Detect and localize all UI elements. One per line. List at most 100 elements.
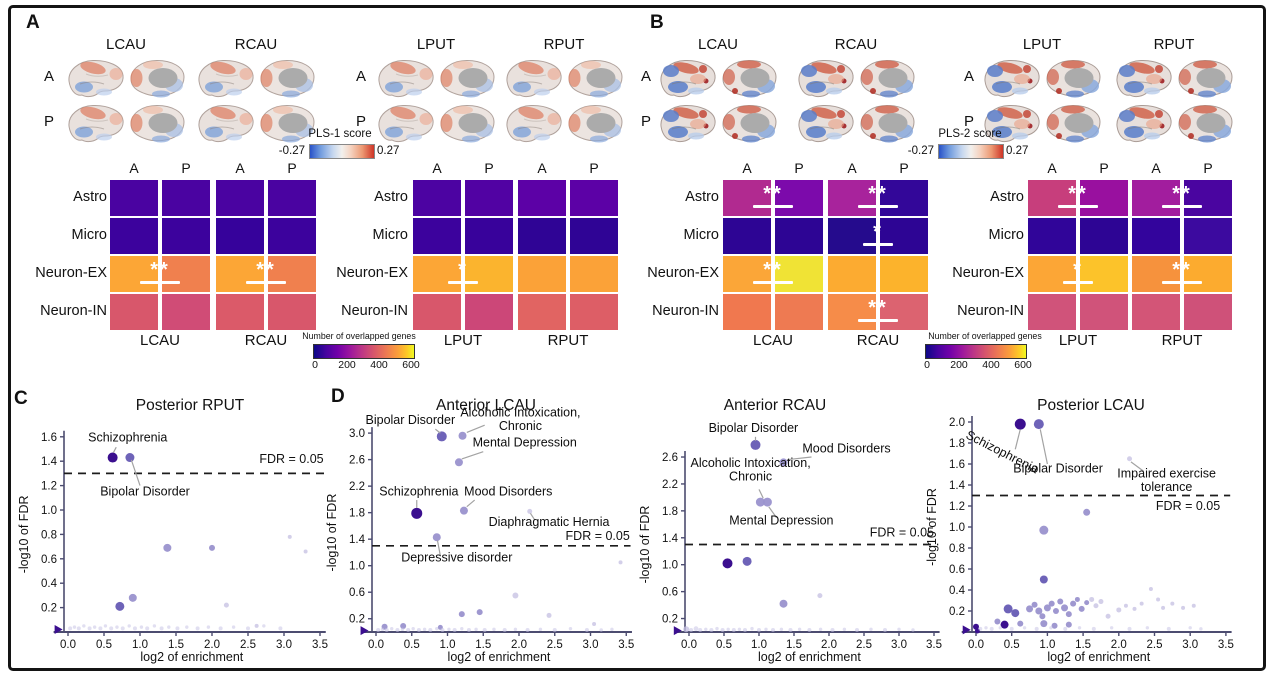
brain-medial-view: [257, 102, 318, 145]
scatter-point: [546, 612, 552, 618]
x-tick-label: 1.5: [168, 639, 184, 651]
scatter-point: [175, 626, 180, 631]
significance-underline: [753, 205, 793, 208]
scatter-point: [1083, 508, 1091, 516]
heatmap-cell: [828, 180, 876, 216]
scatter-point: [68, 626, 73, 631]
scatter-point: [103, 624, 108, 628]
significance-marker: *: [1073, 259, 1083, 281]
brain-row-label: P: [44, 113, 55, 130]
scatter-point: [390, 626, 394, 631]
heatmap-row-label: Neuron-EX: [336, 265, 408, 281]
scatter-point: [743, 627, 747, 632]
pls-colorbar-max: 0.27: [1006, 145, 1029, 157]
heatmap-cell: [465, 294, 513, 330]
brain-lateral-view: [504, 57, 565, 100]
brain-medial-view: [127, 102, 188, 145]
scatter-anterior-lcau: Anterior LCAU 0.0 0.5 1.0 1.5 2.0 2.5 3.0 3.5 0.2…: [325, 397, 634, 664]
scatter-point: [209, 544, 215, 551]
heatmap-cell: [413, 180, 461, 216]
scatter-point: [722, 558, 733, 569]
heatmap-col-header: A: [1047, 160, 1057, 176]
heatmap-cell: [162, 218, 210, 254]
scatter-point: [411, 626, 415, 631]
scatter-point: [1145, 626, 1150, 630]
x-tick-label: 1.5: [1075, 639, 1091, 651]
heatmap-row-label: Neuron-IN: [957, 303, 1024, 319]
scatter-point: [779, 458, 788, 467]
annotation-leader-line: [436, 540, 441, 556]
heatmap-col-header: P: [794, 160, 804, 176]
scatter-point: [1048, 600, 1055, 607]
scatter-point: [128, 593, 137, 602]
scatter-point: [460, 626, 464, 631]
brain-row-label: A: [356, 68, 367, 85]
scatter-point: [726, 627, 730, 632]
scatter-point: [817, 593, 823, 599]
figure-border: [8, 5, 1266, 671]
scatter-point: [1156, 597, 1161, 602]
scatter-point: [897, 627, 901, 632]
heatmap-col-header: P: [287, 160, 297, 176]
x-tick-label: 1.5: [475, 639, 491, 651]
heatmap-cell: [110, 294, 158, 330]
x-tick-label: 3.5: [618, 639, 634, 651]
scatter-point: [1031, 601, 1038, 608]
x-tick-label: 3.5: [312, 639, 328, 651]
annotation-leader-line: [434, 428, 441, 434]
heatmap-cell: [518, 180, 566, 216]
scatter-point: [458, 431, 467, 440]
scatter-point: [400, 627, 405, 632]
scatter-point: [683, 626, 690, 633]
scatter-point: [400, 623, 407, 630]
brain-region-title: RPUT: [543, 36, 585, 53]
y-tick-label: 1.0: [949, 522, 965, 534]
heatmap-region-label: RPUT: [1161, 332, 1203, 349]
y-tick-label: 1.4: [949, 480, 966, 492]
scatter-point: [1070, 600, 1077, 607]
scatter-point: [552, 628, 557, 633]
heatmap-cell: [110, 180, 158, 216]
scatter-point: [145, 626, 150, 631]
scatter-point: [584, 628, 589, 633]
heatmap-cell: [110, 256, 158, 292]
x-tick-label: 2.0: [204, 639, 220, 651]
x-tick-label: 3.5: [926, 639, 942, 651]
heatmap-cell: [162, 256, 210, 292]
scatter-point: [842, 627, 847, 632]
heatmap-region-label: LPUT: [443, 332, 483, 349]
heatmap-row-label: Neuron-IN: [341, 303, 408, 319]
scatter-point: [92, 625, 97, 629]
scatter-point: [1161, 605, 1166, 610]
genes-legend-tick: 200: [950, 359, 968, 371]
scatter-point: [1022, 626, 1027, 630]
scatter-point: [1199, 627, 1203, 631]
heatmap-cell: [570, 218, 618, 254]
scatter-point: [764, 627, 768, 632]
scatter-point: [797, 627, 802, 632]
scatter-point: [115, 625, 119, 629]
y-tick-label: 0.4: [949, 585, 966, 597]
significance-marker: **: [1172, 259, 1192, 281]
scatter-point: [998, 626, 1002, 630]
scatter-point: [1148, 586, 1153, 591]
heatmap-cell: [570, 294, 618, 330]
scatter-point: [466, 628, 471, 633]
brain-lateral-view: [796, 57, 857, 100]
scatter-point: [287, 534, 292, 539]
significance-underline: [246, 281, 286, 284]
annotation-leader-line: [1039, 429, 1048, 465]
brain-row-label: A: [964, 68, 975, 85]
heatmap-cell: [723, 294, 771, 330]
scatter-point: [742, 556, 752, 566]
heatmap-col-header: P: [484, 160, 494, 176]
heatmap-cell: [1028, 180, 1076, 216]
scatter-point: [218, 626, 223, 631]
scatter-point: [525, 628, 530, 633]
plot-title: Anterior LCAU: [436, 397, 536, 414]
scatter-point: [1033, 419, 1044, 430]
x-tick-label: 2.0: [821, 639, 837, 651]
scatter-point: [978, 626, 983, 631]
heatmap-cell: [775, 180, 823, 216]
